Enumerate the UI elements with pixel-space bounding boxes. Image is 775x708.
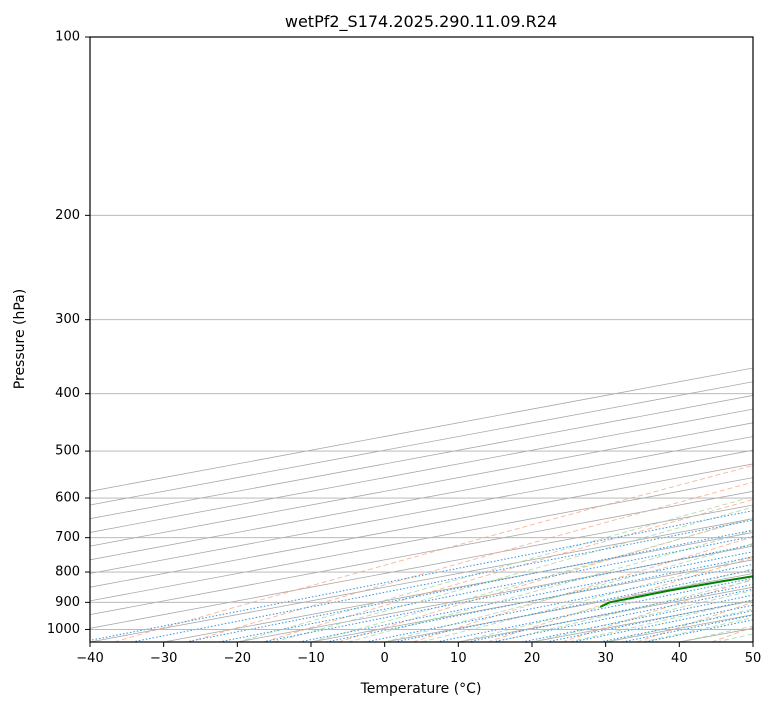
mixing-ratio-line xyxy=(467,583,753,642)
moist-adiabat-line xyxy=(531,590,753,642)
mixing-ratio-line xyxy=(492,588,753,642)
isotherm-line xyxy=(90,436,753,561)
mixing-ratio-line xyxy=(299,551,753,642)
mixing-ratio-line xyxy=(436,577,753,642)
y-tick-label: 300 xyxy=(55,312,80,327)
moist-adiabat-line xyxy=(458,568,753,642)
y-tick-label: 200 xyxy=(55,208,80,223)
isotherm-line xyxy=(90,422,753,547)
y-tick-label: 600 xyxy=(55,491,80,506)
y-tick-label: 1000 xyxy=(47,622,80,637)
y-tick-label: 500 xyxy=(55,444,80,459)
x-tick-label: 30 xyxy=(597,651,614,666)
isotherm-line xyxy=(90,449,753,574)
isotherm-line xyxy=(90,490,753,616)
x-tick-label: −30 xyxy=(150,651,177,666)
moist-adiabat-line xyxy=(237,496,753,642)
x-tick-label: 10 xyxy=(450,651,467,666)
mixing-ratio-line xyxy=(521,594,753,642)
x-tick-label: −20 xyxy=(224,651,251,666)
y-tick-label: 800 xyxy=(55,565,80,580)
moist-adiabat-line xyxy=(347,530,753,642)
plot-frame xyxy=(89,36,754,643)
x-tick-label: 50 xyxy=(745,651,762,666)
y-tick-label: 400 xyxy=(55,386,80,401)
mixing-ratio-line xyxy=(394,569,753,642)
x-tick-label: 40 xyxy=(671,651,688,666)
mixing-ratio-line xyxy=(218,535,753,642)
isotherm-line xyxy=(90,504,753,629)
chart-title: wetPf2_S174.2025.290.11.09.R24 xyxy=(285,12,557,32)
mixing-ratio-line xyxy=(185,529,753,642)
moist-adiabat-lines xyxy=(237,496,753,642)
isotherm-line xyxy=(90,477,753,602)
mixing-ratio-line xyxy=(326,556,753,642)
x-tick-label: −10 xyxy=(297,651,324,666)
plot-area: -100-90-80-70-60-50-40-30-20-10010203040… xyxy=(90,37,753,642)
x-axis-label: Temperature (°C) xyxy=(360,681,482,697)
mixing-ratio-lines xyxy=(90,510,753,642)
x-tick-label: 0 xyxy=(381,651,389,666)
x-axis-ticks: −40 −30 −20 −10 0 10 20 30 40 50 xyxy=(76,642,761,666)
y-axis-label: Pressure (hPa) xyxy=(12,289,28,389)
moist-adiabat-line xyxy=(274,506,753,642)
moist-adiabat-line xyxy=(421,555,753,642)
pressure-grid-lines xyxy=(90,37,753,630)
mixing-ratio-line xyxy=(131,519,753,642)
mixing-ratio-line xyxy=(90,510,753,641)
y-tick-label: 700 xyxy=(55,530,80,545)
y-axis-ticks: 100 200 300 400 500 600 700 800 900 1000 xyxy=(47,30,90,637)
x-tick-label: 20 xyxy=(524,651,541,666)
isotherm-line xyxy=(163,532,753,642)
y-tick-label: 900 xyxy=(55,595,80,610)
x-tick-label: −40 xyxy=(76,651,103,666)
y-tick-label: 100 xyxy=(55,30,80,45)
isotherm-line xyxy=(90,463,753,588)
